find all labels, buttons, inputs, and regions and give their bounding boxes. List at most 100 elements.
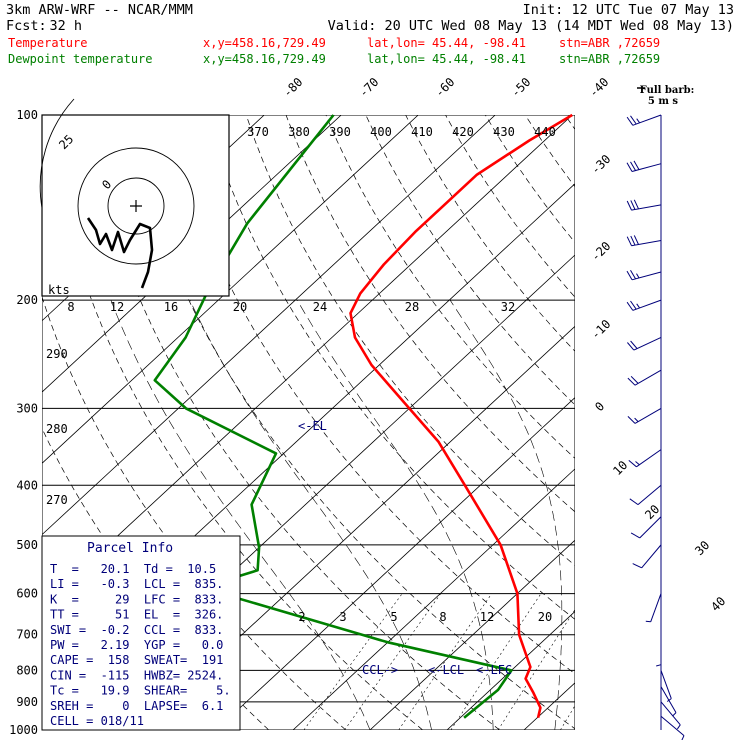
wind-barb-feather bbox=[626, 270, 633, 281]
wind-barb bbox=[627, 337, 662, 351]
dry-adiabat bbox=[205, 115, 575, 620]
dry-adiabat bbox=[445, 115, 575, 298]
wind-barb bbox=[629, 484, 662, 506]
hodograph-center-icon bbox=[130, 200, 142, 212]
legend-temperature: Temperature bbox=[8, 36, 87, 50]
wind-barb-feather bbox=[633, 160, 640, 170]
wind-barb-staff bbox=[631, 204, 662, 211]
hodograph-speed-tick: 32 bbox=[501, 300, 515, 314]
wind-barb-staff bbox=[633, 337, 662, 351]
hodograph-unit: kts bbox=[48, 283, 70, 297]
dew-stn: stn=ABR ,72659 bbox=[559, 52, 660, 66]
wind-barb-feather bbox=[633, 199, 639, 210]
hodograph-trace bbox=[86, 217, 154, 289]
theta-side-label: 280 bbox=[46, 422, 68, 436]
dry-adiabat bbox=[725, 115, 740, 730]
wind-barb-staff bbox=[632, 299, 662, 311]
isotherm-label: 30 bbox=[692, 538, 712, 558]
parcel-info-row: PW = 2.19 YGP = 0.0 bbox=[50, 638, 223, 652]
wind-barb bbox=[632, 544, 662, 569]
dew-latlon: lat,lon= 45.44, -98.41 bbox=[367, 52, 526, 66]
parcel-info-title: Parcel Info bbox=[87, 541, 173, 556]
wind-barb-feather bbox=[630, 269, 636, 280]
ccl-annotation: CCL-> bbox=[362, 663, 398, 677]
lcl-annotation: <-LCL bbox=[428, 663, 464, 677]
mixing-ratio-label: 5 bbox=[390, 610, 397, 624]
dry-adiabat bbox=[524, 115, 575, 188]
wind-barb-feather bbox=[627, 377, 636, 386]
isotherm-label: -70 bbox=[356, 75, 381, 100]
isotherm-label: 0 bbox=[592, 399, 607, 414]
wind-barb-feather bbox=[630, 300, 637, 310]
wind-barb-feather bbox=[630, 115, 637, 125]
isotherm-label: -30 bbox=[588, 152, 613, 177]
wind-barb-feather bbox=[630, 200, 636, 210]
annotations: 2 3 5 8 12 20 <-EL CCL-> <-LCL <-LFC bbox=[298, 419, 552, 677]
wind-barb bbox=[645, 593, 662, 623]
wind-barb-feather bbox=[656, 664, 662, 667]
hodograph-speed-tick: 24 bbox=[313, 300, 327, 314]
pressure-tick-label: 700 bbox=[16, 628, 38, 642]
wind-barb bbox=[660, 701, 681, 730]
theta-label: 390 bbox=[329, 125, 351, 139]
wind-barb-feather bbox=[681, 735, 685, 740]
wind-barb-feather bbox=[627, 416, 636, 424]
mixing-ratio-label: 8 bbox=[439, 610, 446, 624]
hodograph-speed-tick: 16 bbox=[164, 300, 178, 314]
hodograph-ring bbox=[77, 147, 195, 265]
temp-latlon: lat,lon= 45.44, -98.41 bbox=[367, 36, 526, 50]
pressure-tick-label: 500 bbox=[16, 538, 38, 552]
isotherm bbox=[446, 610, 575, 730]
isotherm-label: -10 bbox=[588, 317, 613, 342]
wind-barb-staff bbox=[634, 369, 662, 386]
mixing-ratio-line bbox=[497, 609, 575, 730]
wind-barb-feather bbox=[630, 532, 641, 539]
wind-barb-feather bbox=[626, 200, 632, 211]
init-time: Init: 12 UTC Tue 07 May 13 bbox=[523, 2, 734, 18]
wind-legend-line2: 5 m s bbox=[648, 96, 679, 107]
model-title: 3km ARW-WRF -- NCAR/MMM bbox=[6, 2, 193, 18]
pressure-tick-label: 400 bbox=[16, 478, 38, 492]
pressure-tick-label: 1000 bbox=[9, 723, 38, 737]
pressure-labels: 100 200 300 400 500 600 700 800 900 1000 bbox=[9, 108, 38, 737]
fcst-value: 32 h bbox=[49, 18, 82, 34]
wind-barb bbox=[630, 516, 662, 539]
isotherm bbox=[42, 115, 496, 536]
pressure-tick-label: 600 bbox=[16, 587, 38, 601]
wind-barb-staff bbox=[660, 670, 672, 699]
isotherm bbox=[292, 468, 575, 730]
hodograph-ring bbox=[107, 177, 165, 235]
dry-adiabat bbox=[485, 115, 575, 243]
mixing-ratio-line bbox=[560, 705, 575, 730]
hodograph-speed-tick: 12 bbox=[110, 300, 124, 314]
wind-barb bbox=[660, 715, 685, 740]
mixing-ratio-label: 3 bbox=[339, 610, 346, 624]
legend-dewpoint: Dewpoint temperature bbox=[8, 52, 153, 66]
wind-barb bbox=[626, 199, 662, 211]
dry-adiabat bbox=[285, 115, 575, 513]
wind-barbs bbox=[626, 114, 685, 740]
dry-adiabat bbox=[685, 115, 740, 730]
wind-barb-feather bbox=[630, 375, 639, 384]
wind-barb-feather bbox=[636, 118, 641, 124]
wind-barb-staff bbox=[660, 701, 681, 726]
fcst-label: Fcst: bbox=[6, 18, 47, 34]
wind-barb bbox=[626, 235, 662, 247]
isotherm bbox=[523, 682, 575, 730]
wind-barb-feather bbox=[636, 273, 640, 279]
parcel-info-row: SREH = 0 LAPSE= 6.1 bbox=[50, 699, 223, 713]
wind-barb-feather bbox=[632, 563, 642, 569]
isotherm bbox=[42, 115, 573, 607]
parcel-info-row: Tc = 19.9 SHEAR= 5. bbox=[50, 684, 231, 698]
theta-label: 410 bbox=[411, 125, 433, 139]
isotherm-label: -50 bbox=[508, 75, 533, 100]
wind-barb-staff bbox=[641, 544, 662, 569]
dew-xy: x,y=458.16,729.49 bbox=[203, 52, 326, 66]
hodograph-speed-tick: 28 bbox=[405, 300, 419, 314]
wind-barb-feather bbox=[676, 724, 681, 730]
wind-barb-feather bbox=[630, 340, 638, 349]
isotherm bbox=[678, 115, 740, 730]
wind-legend-line1: Full barb: bbox=[640, 85, 695, 96]
